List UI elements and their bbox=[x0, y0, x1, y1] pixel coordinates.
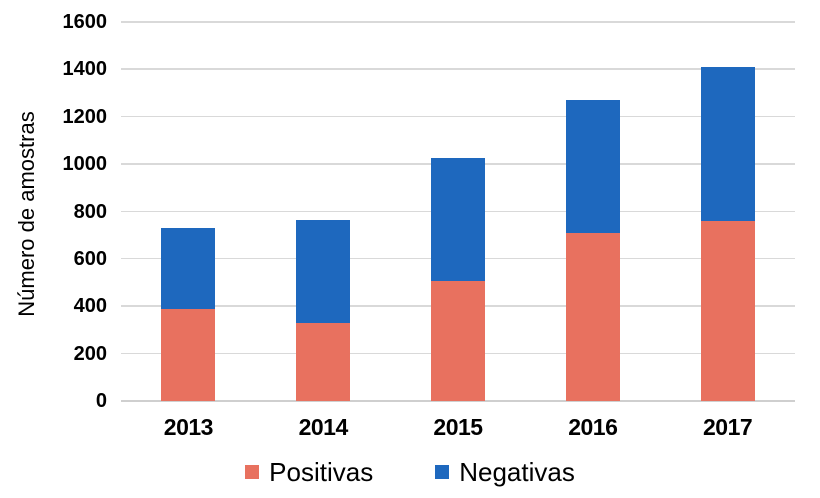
x-tick-label: 2016 bbox=[568, 414, 618, 440]
bar-segment-positivas-2014 bbox=[296, 322, 351, 401]
legend-label: Positivas bbox=[269, 457, 374, 487]
x-tick-label: 2014 bbox=[298, 414, 349, 440]
y-tick-label: 0 bbox=[95, 390, 107, 412]
y-tick-label: 1000 bbox=[62, 153, 108, 176]
bar-segment-negativas-2013 bbox=[161, 228, 216, 309]
bar-segment-negativas-2016 bbox=[565, 100, 620, 233]
y-tick-label: 1400 bbox=[62, 58, 108, 81]
bar-segment-negativas-2017 bbox=[700, 67, 755, 221]
bar-group-2013 bbox=[161, 228, 216, 401]
bar-segment-positivas-2017 bbox=[700, 220, 755, 401]
gridline bbox=[121, 21, 795, 23]
bar-segment-negativas-2015 bbox=[431, 158, 485, 282]
bar-group-2016 bbox=[565, 100, 620, 401]
gridline bbox=[121, 68, 795, 70]
gridline bbox=[121, 115, 795, 118]
y-tick-label: 200 bbox=[73, 342, 107, 365]
bar-segment-positivas-2015 bbox=[431, 281, 485, 401]
x-axis-line bbox=[121, 400, 795, 402]
y-tick-label: 600 bbox=[73, 247, 107, 270]
bar-segment-positivas-2013 bbox=[161, 308, 216, 401]
y-tick-label: 1600 bbox=[62, 11, 108, 33]
x-tick-label: 2013 bbox=[163, 414, 214, 440]
legend-swatch-icon bbox=[245, 465, 260, 479]
bar-group-2014 bbox=[296, 219, 351, 401]
plot-area bbox=[121, 21, 795, 402]
legend: Positivas Negativas bbox=[0, 459, 820, 485]
bar-segment-positivas-2016 bbox=[565, 232, 620, 401]
bar-segment-negativas-2014 bbox=[296, 219, 351, 323]
legend-item-positivas: Positivas bbox=[245, 459, 373, 485]
legend-label: Negativas bbox=[459, 457, 575, 487]
legend-item-negativas: Negativas bbox=[435, 459, 575, 485]
legend-swatch-icon bbox=[435, 465, 450, 479]
bar-group-2017 bbox=[700, 67, 755, 401]
y-tick-label: 1200 bbox=[62, 105, 108, 128]
x-tick-label: 2015 bbox=[433, 414, 483, 440]
y-tick-label: 800 bbox=[73, 200, 107, 223]
bar-group-2015 bbox=[431, 158, 485, 401]
x-tick-label: 2017 bbox=[703, 414, 753, 440]
y-tick-label: 400 bbox=[73, 295, 107, 318]
